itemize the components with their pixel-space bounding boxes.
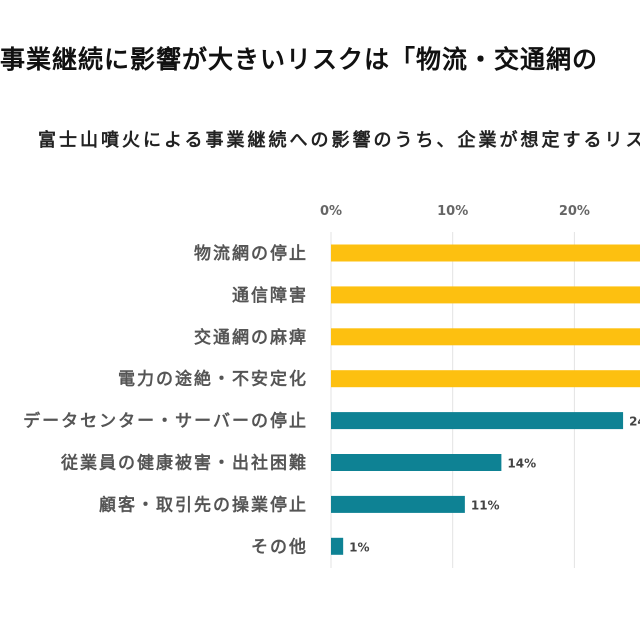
data-label: 14% xyxy=(507,457,536,471)
chart-title: 事業継続に影響が大きいリスクは「物流・交通網の xyxy=(0,45,599,74)
data-label: 24% xyxy=(629,415,640,429)
x-tick-label: 20% xyxy=(559,204,590,219)
bar xyxy=(331,286,640,304)
bar xyxy=(331,328,640,346)
category-label: その他 xyxy=(251,536,308,557)
x-tick-label: 10% xyxy=(437,204,468,219)
category-label: 従業員の健康被害・出社困難 xyxy=(60,453,308,474)
data-label: 11% xyxy=(471,498,500,512)
bar xyxy=(331,537,344,555)
bar xyxy=(331,370,640,388)
category-label: 交通網の麻痺 xyxy=(194,327,308,348)
x-tick-label: 0% xyxy=(320,204,342,219)
bar xyxy=(331,244,640,262)
bar xyxy=(331,412,624,430)
category-label: 通信障害 xyxy=(232,285,308,306)
category-label: データセンター・サーバーの停止 xyxy=(23,411,308,432)
chart-subtitle: 富士山噴火による事業継続への影響のうち、企業が想定するリス xyxy=(38,130,640,151)
category-label: 顧客・取引先の操業停止 xyxy=(99,494,308,515)
category-label: 電力の途絶・不安定化 xyxy=(118,369,308,390)
category-label: 物流網の停止 xyxy=(194,243,308,264)
bar xyxy=(331,454,502,471)
data-label: 1% xyxy=(349,540,369,554)
bar xyxy=(331,495,465,513)
